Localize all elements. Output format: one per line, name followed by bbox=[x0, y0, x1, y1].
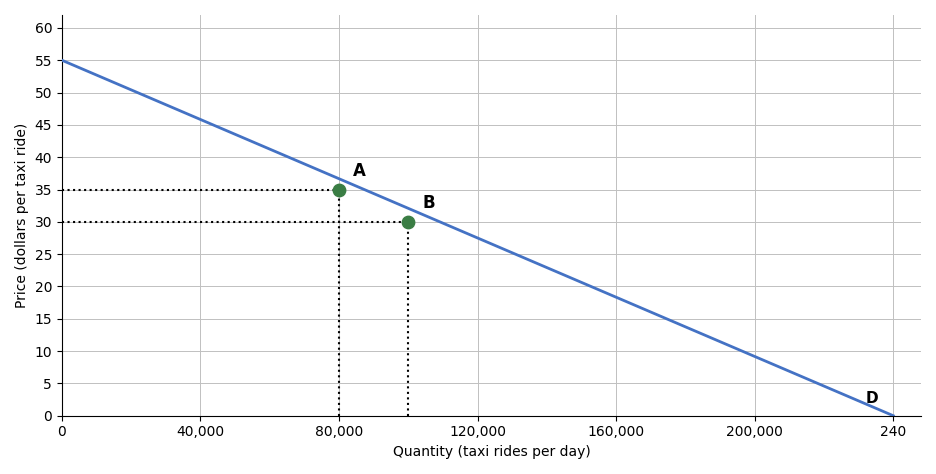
Y-axis label: Price (dollars per taxi ride): Price (dollars per taxi ride) bbox=[15, 123, 29, 308]
X-axis label: Quantity (taxi rides per day): Quantity (taxi rides per day) bbox=[392, 445, 591, 459]
Text: A: A bbox=[353, 162, 366, 180]
Text: D: D bbox=[866, 391, 878, 406]
Point bbox=[331, 186, 346, 193]
Point bbox=[401, 218, 416, 226]
Text: B: B bbox=[422, 194, 435, 212]
